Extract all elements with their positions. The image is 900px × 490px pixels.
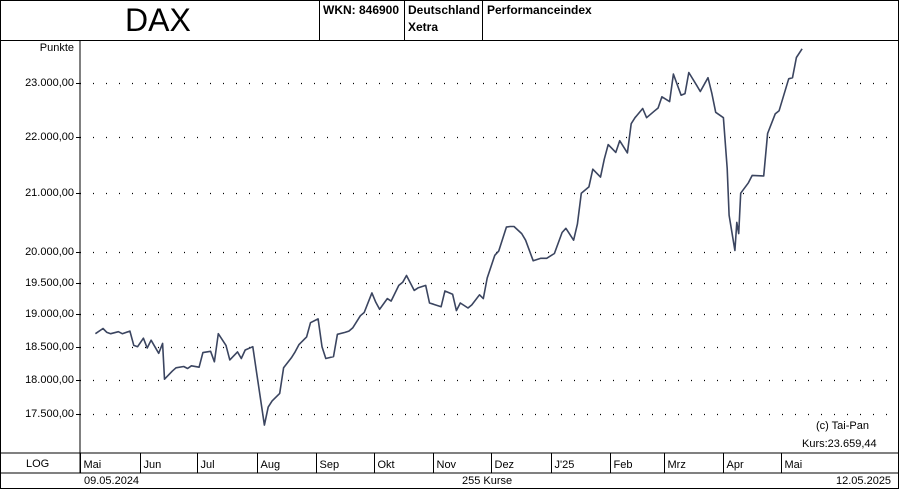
x-tick-label: Jul <box>200 459 215 471</box>
y-tick-label: 22.000,00 <box>25 130 74 143</box>
count-label: 255 Kurse <box>462 475 513 487</box>
country-label: Deutschland <box>408 3 481 17</box>
x-tick-label: Feb <box>613 459 633 471</box>
x-tick-label: Sep <box>319 459 340 471</box>
copyright-note: (c) Tai-Pan <box>816 420 869 432</box>
x-tick-label: Nov <box>436 459 457 471</box>
series-line <box>94 48 803 426</box>
x-tick-label: Jun <box>143 459 162 471</box>
header-divider <box>0 40 899 41</box>
y-tick-label: 17.500,00 <box>25 407 74 420</box>
series-layer <box>94 48 803 426</box>
y-tick-label: 21.000,00 <box>25 186 74 199</box>
x-tick-label: Okt <box>377 459 395 471</box>
wkn-cell <box>320 0 405 41</box>
exchange-cell <box>405 0 483 41</box>
y-tick-label: 19.500,00 <box>25 276 74 289</box>
wkn-label: WKN: 846900 <box>323 3 400 17</box>
x-tick-label: Dez <box>494 459 515 471</box>
end-date: 12.05.2025 <box>836 475 892 487</box>
y-axis-title: Punkte <box>39 42 74 54</box>
exchange-label: Xetra <box>408 20 439 34</box>
x-tick-label: Mai <box>83 459 102 471</box>
y-tick-label: 20.000,00 <box>25 245 74 258</box>
grid <box>80 82 899 416</box>
index-type-label: Performanceindex <box>487 3 592 17</box>
start-date: 09.05.2024 <box>84 475 140 487</box>
y-tick-label: 23.000,00 <box>25 76 74 89</box>
kurs-note: Kurs:23.659,44 <box>802 438 877 450</box>
chart-title: DAX <box>125 2 191 38</box>
x-tick-label: Mai <box>784 459 803 471</box>
x-tick-label: J'25 <box>554 459 575 471</box>
x-tick-label: Apr <box>726 459 744 471</box>
x-tick-label: Aug <box>260 459 281 471</box>
scale-label: LOG <box>26 458 50 470</box>
y-tick-label: 18.000,00 <box>25 373 74 386</box>
x-tick-label: Mrz <box>667 459 686 471</box>
title-cell <box>0 0 320 41</box>
y-tick-label: 19.000,00 <box>25 307 74 320</box>
plot-lines <box>0 41 899 474</box>
y-tick-label: 18.500,00 <box>25 340 74 353</box>
